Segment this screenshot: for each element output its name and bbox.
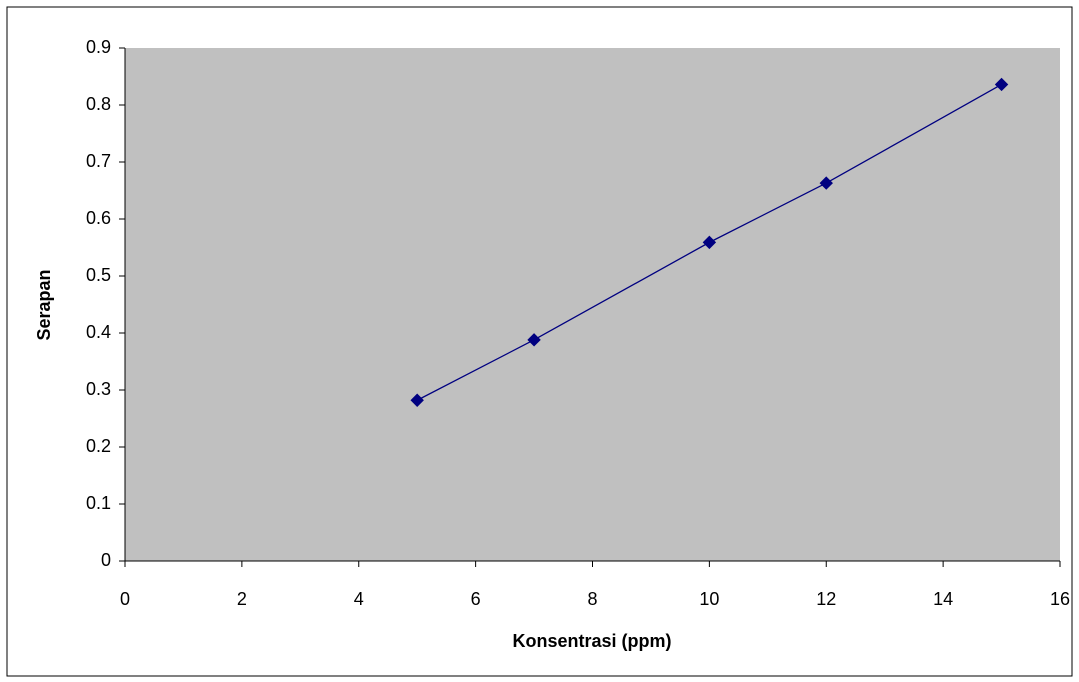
- y-tick-label: 0.9: [86, 37, 111, 57]
- x-tick-label: 12: [816, 589, 836, 609]
- x-tick-label: 8: [587, 589, 597, 609]
- y-tick-label: 0.6: [86, 208, 111, 228]
- chart: Konsentrasi (ppm) Serapan 0 0.1 0.2 0.3 0.4 0…: [0, 0, 1079, 682]
- x-tick-label: 4: [354, 589, 364, 609]
- y-tick-label: 0.3: [86, 379, 111, 399]
- x-tick-label: 0: [120, 589, 130, 609]
- y-tick-label: 0: [101, 550, 111, 570]
- y-tick-label: 0.8: [86, 94, 111, 114]
- y-tick-label: 0.7: [86, 151, 111, 171]
- y-tick-label: 0.4: [86, 322, 111, 342]
- y-axis-title: Serapan: [34, 269, 54, 340]
- x-axis-title: Konsentrasi (ppm): [512, 631, 671, 651]
- x-tick-label: 16: [1050, 589, 1070, 609]
- x-tick-label: 6: [471, 589, 481, 609]
- y-tick-label: 0.1: [86, 493, 111, 513]
- y-tick-label: 0.5: [86, 265, 111, 285]
- x-tick-label: 10: [699, 589, 719, 609]
- plot-area: [125, 48, 1060, 561]
- x-tick-label: 14: [933, 589, 953, 609]
- x-tick-label: 2: [237, 589, 247, 609]
- y-tick-label: 0.2: [86, 436, 111, 456]
